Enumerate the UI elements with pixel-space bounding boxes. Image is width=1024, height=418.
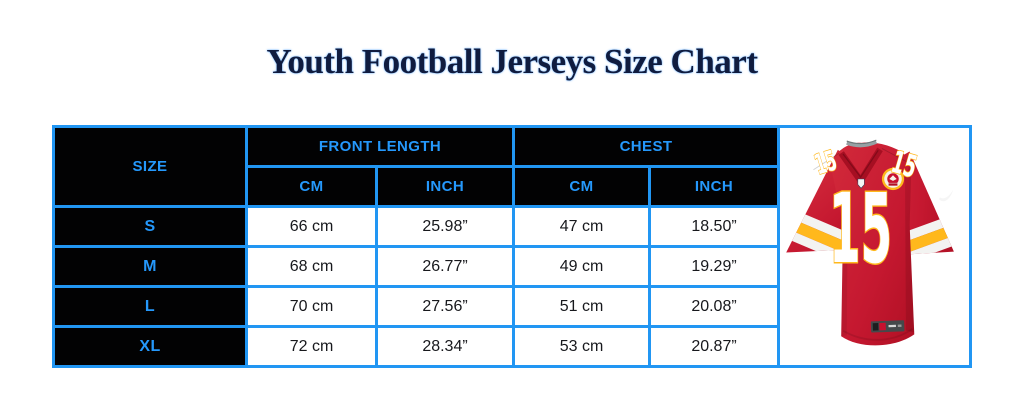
nfl-shield-icon: [857, 178, 865, 189]
unit-header-chest-cm: CM: [515, 168, 648, 205]
value-cell: 19.29”: [651, 248, 777, 285]
page-title: Youth Football Jerseys Size Chart: [266, 42, 758, 81]
unit-header-front-inch: INCH: [378, 168, 512, 205]
jersey-number-chest: 15: [829, 173, 892, 285]
value-cell: 49 cm: [515, 248, 648, 285]
jersey-torso: [813, 142, 915, 346]
jersey-illustration: 15 15 15: [786, 139, 954, 346]
value-cell: 68 cm: [248, 248, 375, 285]
size-cell-xl: XL: [55, 328, 245, 365]
unit-header-chest-inch: INCH: [651, 168, 777, 205]
col-header-front-length: FRONT LENGTH: [248, 128, 512, 165]
jock-tag: [870, 320, 905, 333]
value-cell: 72 cm: [248, 328, 375, 365]
nike-swoosh-icon: [939, 189, 954, 202]
value-cell: 27.56”: [378, 288, 512, 325]
value-cell: 53 cm: [515, 328, 648, 365]
chiefs-patch-icon: [881, 167, 905, 191]
size-cell-s: S: [55, 208, 245, 245]
value-cell: 66 cm: [248, 208, 375, 245]
value-cell: 70 cm: [248, 288, 375, 325]
value-cell: 47 cm: [515, 208, 648, 245]
value-cell: 28.34”: [378, 328, 512, 365]
size-chart-table: SIZE FRONT LENGTH CHEST: [52, 125, 972, 368]
value-cell: 26.77”: [378, 248, 512, 285]
value-cell: 20.87”: [651, 328, 777, 365]
size-cell-l: L: [55, 288, 245, 325]
jersey-product-image: 15 15 15: [780, 128, 969, 365]
value-cell: 51 cm: [515, 288, 648, 325]
value-cell: 20.08”: [651, 288, 777, 325]
value-cell: 25.98”: [378, 208, 512, 245]
col-header-chest: CHEST: [515, 128, 777, 165]
col-header-size: SIZE: [55, 128, 245, 205]
unit-header-front-cm: CM: [248, 168, 375, 205]
size-cell-m: M: [55, 248, 245, 285]
value-cell: 18.50”: [651, 208, 777, 245]
